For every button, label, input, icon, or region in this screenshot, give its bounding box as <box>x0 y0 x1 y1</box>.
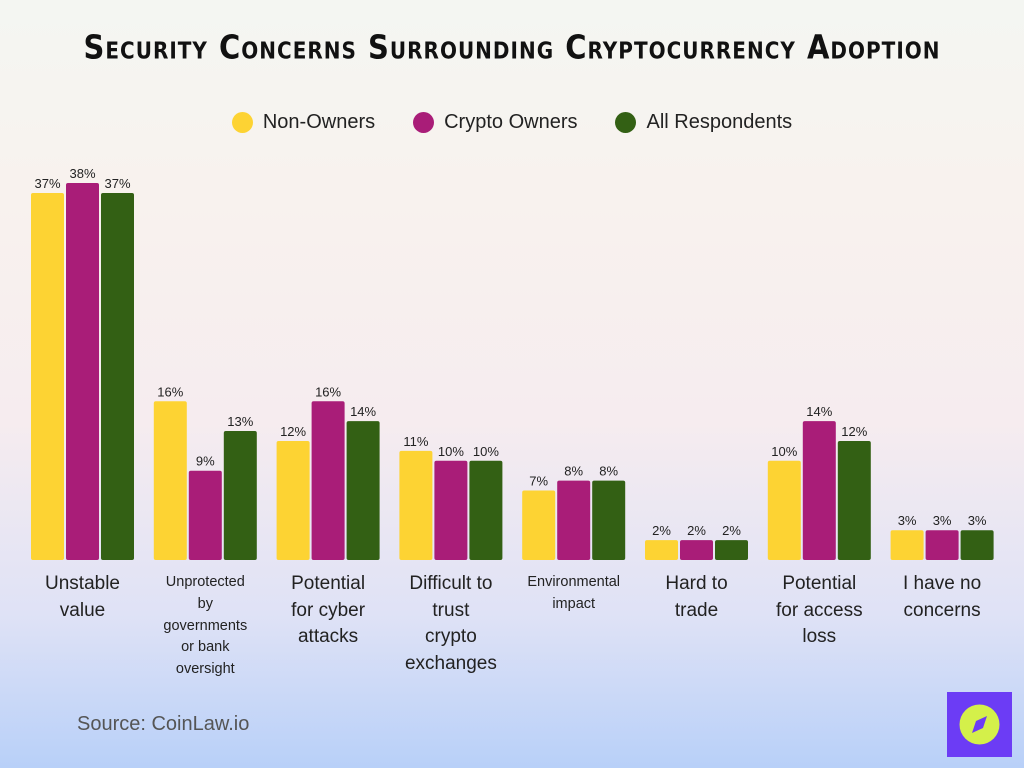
data-label: 14% <box>350 404 376 419</box>
bar <box>153 401 187 560</box>
category-label-line: I have no <box>903 573 982 594</box>
data-label: 2% <box>652 523 671 538</box>
category-label-line: Unprotected <box>165 574 245 590</box>
bar <box>680 540 713 560</box>
legend-label: All Respondents <box>646 111 793 133</box>
bar <box>890 530 924 560</box>
category-label-line: trust <box>432 599 470 621</box>
bar <box>276 440 310 560</box>
legend-swatch <box>615 112 637 133</box>
category-label-line: for cyber <box>291 599 366 621</box>
bar <box>311 401 345 560</box>
data-label: 8% <box>564 464 583 479</box>
category-label-line: Environmental <box>527 574 621 590</box>
bar <box>645 540 678 560</box>
data-label: 3% <box>898 513 917 528</box>
category-label-line: exchanges <box>404 652 497 674</box>
category-label: Potential for access loss <box>749 571 889 651</box>
data-label: 10% <box>438 444 464 459</box>
bar <box>469 460 503 560</box>
category-label-line: loss <box>802 626 837 648</box>
data-label: 3% <box>933 513 952 528</box>
bar <box>522 490 556 560</box>
category-label-line: Potential <box>291 573 366 594</box>
data-label: 16% <box>315 384 341 399</box>
data-label: 3% <box>968 513 987 528</box>
data-label: 13% <box>227 414 253 429</box>
bar <box>188 470 222 560</box>
data-label: 14% <box>806 404 832 419</box>
category-label-line: Difficult to <box>409 573 493 594</box>
category-label-line: Unstable <box>45 573 120 594</box>
data-label: 10% <box>771 444 797 459</box>
bar <box>101 192 134 560</box>
data-label: 12% <box>841 424 867 439</box>
legend-swatch <box>231 112 253 133</box>
data-label: 8% <box>599 464 618 479</box>
category-label-line: crypto <box>425 626 477 648</box>
category-label: Unprotected by governments or bank oversight <box>135 572 275 681</box>
category-label-line: oversight <box>175 661 235 677</box>
category-label-line: Potential <box>782 573 857 594</box>
category-label: Potential for cyber attacks <box>258 571 398 651</box>
legend-label: Non-Owners <box>262 111 376 133</box>
data-label: 38% <box>69 166 95 181</box>
bar <box>346 421 380 560</box>
bar <box>802 421 836 560</box>
data-label: 12% <box>280 424 306 439</box>
compass-icon <box>947 692 1012 757</box>
data-label: 2% <box>722 523 741 538</box>
legend-item: Crypto Owners <box>413 111 577 134</box>
category-label-line: attacks <box>297 626 359 648</box>
bar <box>31 192 64 560</box>
bar <box>767 460 801 560</box>
bar <box>557 480 591 560</box>
category-label-line: for access <box>776 599 863 621</box>
category-label-line: trade <box>674 599 719 621</box>
legend-label: Crypto Owners <box>444 111 578 133</box>
bar <box>399 450 433 560</box>
bar <box>715 540 748 560</box>
source-note: Source: CoinLaw.io <box>77 713 250 735</box>
data-label: 37% <box>104 176 130 191</box>
bar <box>223 431 257 560</box>
data-label: 10% <box>473 444 499 459</box>
bar <box>925 530 959 560</box>
data-label: 11% <box>403 434 428 449</box>
legend: Non-Owners Crypto Owners All Respondents <box>0 111 1024 134</box>
category-label: Environmental impact <box>504 572 644 616</box>
bar <box>434 460 468 560</box>
bar <box>837 440 871 560</box>
category-label-line: by <box>197 595 213 612</box>
category-label: I have no concerns <box>872 571 1012 624</box>
category-label-line: governments <box>163 617 248 634</box>
category-label: Difficult to trust crypto exchanges <box>381 571 521 677</box>
bar <box>66 183 99 561</box>
data-label: 2% <box>687 523 706 538</box>
category-label-line: Hard to <box>665 573 728 594</box>
category-label-line: concerns <box>903 599 981 621</box>
category-label-line: value <box>59 599 106 621</box>
category-label-line: impact <box>552 595 596 612</box>
category-label: Unstable value <box>13 571 153 624</box>
data-label: 9% <box>196 454 215 469</box>
legend-swatch <box>413 112 435 133</box>
data-label: 37% <box>34 176 60 191</box>
bar <box>592 480 626 560</box>
chart-title: Security Concerns Surrounding Cryptocurr… <box>83 27 941 67</box>
data-label: 7% <box>529 474 548 489</box>
category-label: Hard to trade <box>627 571 767 624</box>
bar <box>960 530 994 560</box>
legend-item: Non-Owners <box>231 111 376 134</box>
data-label: 16% <box>157 384 183 399</box>
legend-item: All Respondents <box>615 111 792 134</box>
category-label-line: or bank <box>181 639 230 656</box>
